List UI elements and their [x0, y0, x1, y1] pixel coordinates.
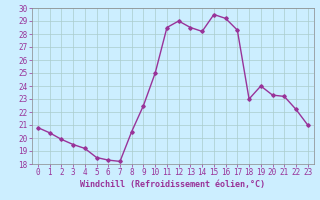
X-axis label: Windchill (Refroidissement éolien,°C): Windchill (Refroidissement éolien,°C)	[80, 180, 265, 189]
